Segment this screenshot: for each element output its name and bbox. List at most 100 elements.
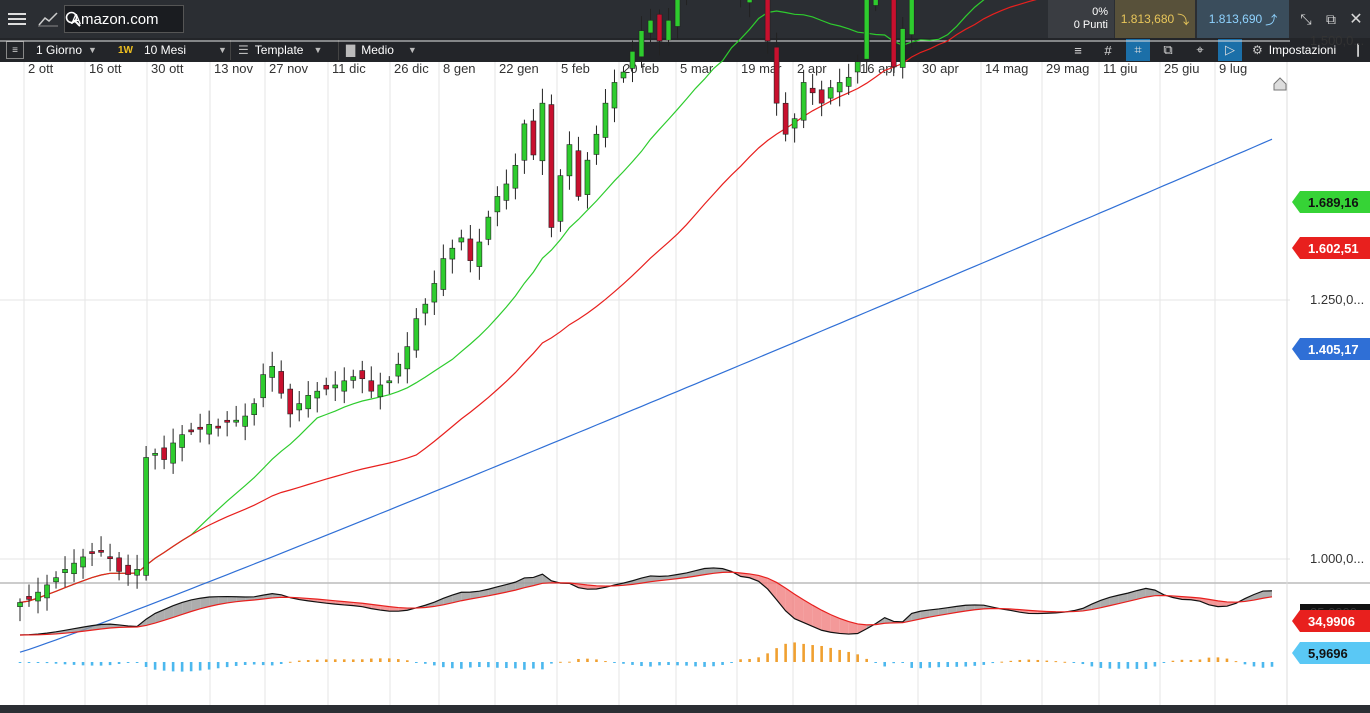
macd-histogram-bar [1162,662,1166,663]
macd-histogram-bar [775,648,778,662]
price-change-box: 0% 0 Punti [1048,0,1114,38]
candle-body [458,237,465,243]
macd-histogram-bar [802,643,805,662]
macd-histogram-bar [487,662,490,668]
macd-histogram-bar [180,662,184,672]
search-icon[interactable] [65,11,81,27]
template-dropdown[interactable]: ☰ Template ▼ [238,38,336,62]
candle-body [773,46,780,104]
macd-histogram-bar [523,662,526,670]
macd-fill [794,594,804,623]
signal-line [19,571,1273,636]
interval-badge-label: 1W [118,44,133,56]
sell-button[interactable]: 1.813,680 ⤵ [1115,0,1195,38]
x-tick-label: 27 nov [269,61,309,76]
candle-body [170,442,176,464]
x-tick-label: 26 dic [394,61,429,76]
macd-histogram-bar [1261,662,1265,668]
candle-body [305,395,312,410]
macd-histogram-bar [1054,661,1058,663]
macd-histogram-bar [541,662,544,670]
size-dropdown[interactable]: ▇ Medio ▼ [346,38,426,62]
x-tick-label: 5 mar [680,61,714,76]
expand-icon[interactable]: ⤡ [1300,10,1312,27]
candle-body [431,283,438,303]
menu-icon[interactable] [4,6,30,32]
candle-body [809,87,816,94]
crosshair-icon[interactable]: ⌖ [1196,42,1204,57]
interval-week-badge[interactable]: 1W [118,38,138,62]
macd-histogram-bar [1126,662,1130,669]
macd-fill [173,602,183,618]
macd-fill [164,605,174,621]
macd-panel [18,567,1274,672]
candle-body [287,388,294,415]
range-label: 10 Mesi [144,43,187,57]
macd-line-badge: 34,9906 [1300,610,1370,632]
tag-icon[interactable]: ▷ [1218,39,1242,61]
macd-histogram-bar [613,662,616,663]
candle-body [359,370,366,380]
macd-histogram-bar [658,662,661,666]
macd-fill [200,597,210,609]
macd-histogram-bar [820,645,823,662]
candle-body [197,426,203,430]
macd-fill [929,608,939,618]
macd-histogram-bar [928,662,932,668]
buy-button[interactable]: 1.813,690 ⤴ [1197,0,1289,38]
macd-histogram-bar [577,658,580,662]
macd-histogram-bar [757,657,760,662]
macd-histogram-bar [1252,662,1256,667]
chart-line-icon[interactable] [35,6,61,32]
candle-body [152,453,158,456]
x-tick-label: 9 lug [1219,61,1248,76]
home-icon[interactable] [1272,76,1288,92]
settings-button[interactable]: ⚙ Impostazioni [1252,38,1346,62]
x-tick-label: 13 nov [214,61,254,76]
candle-body [89,551,95,554]
macd-histogram-bar [1063,661,1067,663]
popout-icon[interactable]: ⧉ [1326,10,1336,27]
macd-fill [857,623,867,634]
candle-body [44,584,50,599]
macd-histogram-bar [72,662,76,665]
candle-body [782,102,789,135]
macd-histogram-bar [1243,662,1247,665]
macd-histogram-bar [973,662,977,666]
range-dropdown[interactable]: 10 Mesi ▼ [144,38,228,62]
macd-histogram-bar [243,662,247,665]
x-tick-label: 29 mag [1046,61,1090,76]
symbol-search-input[interactable]: Amazon.com [64,5,184,33]
overlays [1292,191,1370,664]
x-tick-label: 22 gen [499,61,539,76]
date-axis: 2 ott 16 ott 30 ott 13 nov 27 nov 11 dic 26 di… [0,61,1370,76]
macd-histogram-bar [81,662,85,666]
interval-dropdown[interactable]: 1 Giorno ▼ [36,38,116,62]
macd-histogram-bar [847,651,850,662]
divider [338,40,339,60]
candle-body [674,0,681,27]
layers-icon[interactable]: ⧉ [1163,42,1173,57]
macd-histogram-bar [189,662,193,672]
close-icon[interactable]: ✕ [1349,11,1363,28]
macd-fill [443,595,453,605]
crosshair-grid-icon[interactable]: ⌗ [1126,39,1150,61]
macd-histogram-bar [568,661,571,663]
macd-histogram-bar [1099,662,1103,668]
collapse-icon[interactable]: ┃ [1354,44,1362,57]
macd-histogram-bar [279,662,283,664]
macd-histogram-bar [649,662,652,667]
macd-fill [776,582,786,611]
macd-histogram-bar [478,662,481,668]
macd-fill [227,596,237,603]
macd-histogram-bar [315,659,319,662]
grid-icon[interactable]: # [1104,42,1112,58]
ruler-icon[interactable]: ≡ [1074,42,1082,58]
candle-body [179,434,185,448]
macd-histogram-bar [1027,659,1031,662]
macd-histogram-bar [505,662,508,669]
macd-fill [209,596,219,607]
macd-histogram-bar [18,662,22,663]
macd-fill [1109,595,1119,606]
